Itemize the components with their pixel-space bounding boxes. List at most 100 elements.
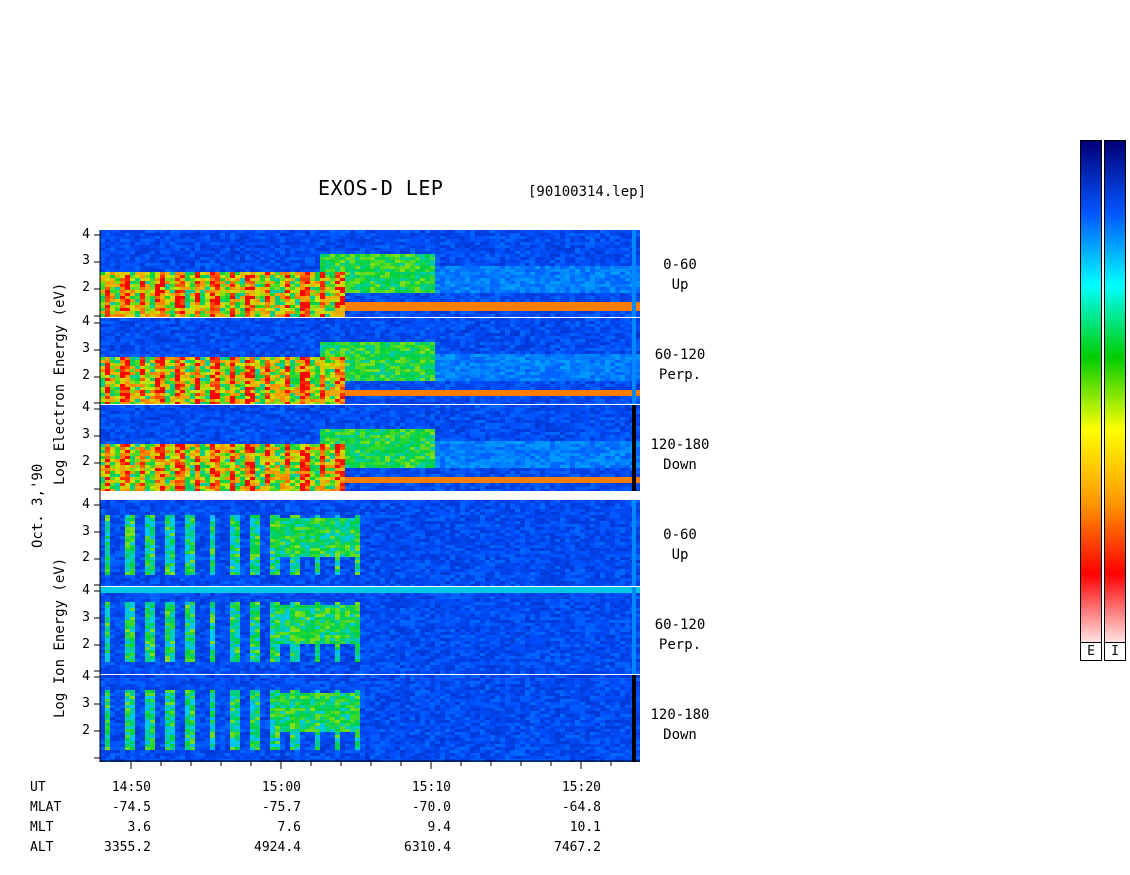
spectrogram-cell bbox=[350, 314, 355, 317]
spectrogram-cell bbox=[280, 287, 285, 290]
spectrogram-cell bbox=[150, 390, 155, 393]
spectrogram-cell bbox=[590, 266, 595, 269]
spectrogram-cell bbox=[180, 254, 185, 257]
spectrogram-cell bbox=[135, 387, 140, 390]
spectrogram-cell bbox=[425, 251, 430, 254]
spectrogram-cell bbox=[190, 387, 195, 390]
spectrogram-cell bbox=[295, 321, 300, 324]
spectrogram-cell bbox=[565, 239, 570, 242]
spectrogram-cell bbox=[300, 393, 305, 396]
spectrogram-cell bbox=[110, 357, 115, 360]
spectrogram-cell bbox=[595, 239, 600, 242]
spectrogram-cell bbox=[105, 263, 110, 266]
spectrogram-cell bbox=[370, 278, 375, 281]
spectrogram-cell bbox=[225, 336, 230, 339]
spectrogram-cell bbox=[180, 360, 185, 363]
spectrogram-cell bbox=[440, 287, 445, 290]
spectrogram-cell bbox=[145, 236, 150, 239]
spectrogram-cell bbox=[320, 381, 325, 384]
spectrogram-cell bbox=[245, 281, 250, 284]
spectrogram-cell bbox=[330, 266, 335, 269]
spectrogram-cell bbox=[560, 284, 565, 287]
spectrogram-cell bbox=[425, 305, 430, 308]
spectrogram-cell bbox=[140, 254, 145, 257]
spectrogram-cell bbox=[220, 269, 225, 272]
spectrogram-cell bbox=[355, 378, 360, 381]
spectrogram-cell bbox=[215, 299, 220, 302]
spectrogram-cell bbox=[355, 330, 360, 333]
spectrogram-cell bbox=[160, 327, 165, 330]
spectrogram-cell bbox=[540, 248, 545, 251]
spectrogram-cell bbox=[180, 308, 185, 311]
spectrogram-cell bbox=[150, 375, 155, 378]
spectrogram-cell bbox=[410, 351, 415, 354]
spectrogram-cell bbox=[105, 245, 110, 248]
spectrogram-cell bbox=[125, 245, 130, 248]
spectrogram-cell bbox=[105, 384, 110, 387]
spectrogram-cell bbox=[490, 257, 495, 260]
spectrogram-cell bbox=[350, 260, 355, 263]
spectrogram-cell bbox=[130, 263, 135, 266]
spectrogram-cell bbox=[505, 248, 510, 251]
spectrogram-cell bbox=[620, 290, 625, 293]
spectrogram-cell bbox=[200, 269, 205, 272]
spectrogram-cell bbox=[370, 375, 375, 378]
spectrogram-cell bbox=[180, 327, 185, 330]
spectrogram-cell bbox=[340, 311, 345, 314]
spectrogram-cell bbox=[505, 263, 510, 266]
spectrogram-cell bbox=[600, 275, 605, 278]
spectrogram-cell bbox=[180, 275, 185, 278]
spectrogram-cell bbox=[335, 342, 340, 345]
spectrogram-cell bbox=[150, 351, 155, 354]
spectrogram-cell bbox=[560, 314, 565, 317]
spectrogram-cell bbox=[160, 336, 165, 339]
spectrogram-cell bbox=[620, 248, 625, 251]
spectrogram-cell bbox=[270, 366, 275, 369]
spectrogram-cell bbox=[125, 402, 130, 404]
spectrogram-cell bbox=[565, 257, 570, 260]
spectrogram-cell bbox=[470, 314, 475, 317]
spectrogram-cell bbox=[365, 384, 370, 387]
spectrogram-cell bbox=[385, 390, 390, 393]
spectrogram-cell bbox=[360, 281, 365, 284]
spectrogram-cell bbox=[310, 348, 315, 351]
spectrogram-cell bbox=[105, 281, 110, 284]
spectrogram-cell bbox=[295, 287, 300, 290]
spectrogram-cell bbox=[335, 308, 340, 311]
spectrogram-cell bbox=[235, 342, 240, 345]
spectrogram-cell bbox=[275, 287, 280, 290]
spectrogram-cell bbox=[255, 263, 260, 266]
spectrogram-cell bbox=[375, 387, 380, 390]
spectrogram-cell bbox=[380, 390, 385, 393]
spectrogram-cell bbox=[350, 363, 355, 366]
spectrogram-cell bbox=[200, 336, 205, 339]
spectrogram-cell bbox=[315, 318, 320, 321]
spectrogram-cell bbox=[340, 354, 345, 357]
spectrogram-cell bbox=[100, 390, 105, 393]
spectrogram-cell bbox=[385, 269, 390, 272]
spectrogram-cell bbox=[230, 342, 235, 345]
spectrogram-cell bbox=[270, 378, 275, 381]
spectrogram-cell bbox=[305, 348, 310, 351]
spectrogram-cell bbox=[245, 272, 250, 275]
spectrogram-cell bbox=[235, 266, 240, 269]
spectrogram-cell bbox=[300, 248, 305, 251]
spectrogram-cell bbox=[160, 272, 165, 275]
spectrogram-cell bbox=[490, 314, 495, 317]
spectrogram-cell bbox=[415, 399, 420, 402]
spectrogram-cell bbox=[220, 345, 225, 348]
spectrogram-cell bbox=[180, 284, 185, 287]
spectrogram-cell bbox=[225, 387, 230, 390]
spectrogram-cell bbox=[525, 242, 530, 245]
spectrogram-cell bbox=[255, 260, 260, 263]
spectrogram-cell bbox=[320, 248, 325, 251]
spectrogram-cell bbox=[275, 314, 280, 317]
spectrogram-cell bbox=[635, 293, 640, 296]
spectrogram-cell bbox=[250, 266, 255, 269]
spectrogram-cell bbox=[290, 284, 295, 287]
spectrogram-cell bbox=[295, 399, 300, 402]
spectrogram-cell bbox=[550, 272, 555, 275]
spectrogram-cell bbox=[405, 236, 410, 239]
spectrogram-cell bbox=[400, 378, 405, 381]
spectrogram-cell bbox=[335, 354, 340, 357]
